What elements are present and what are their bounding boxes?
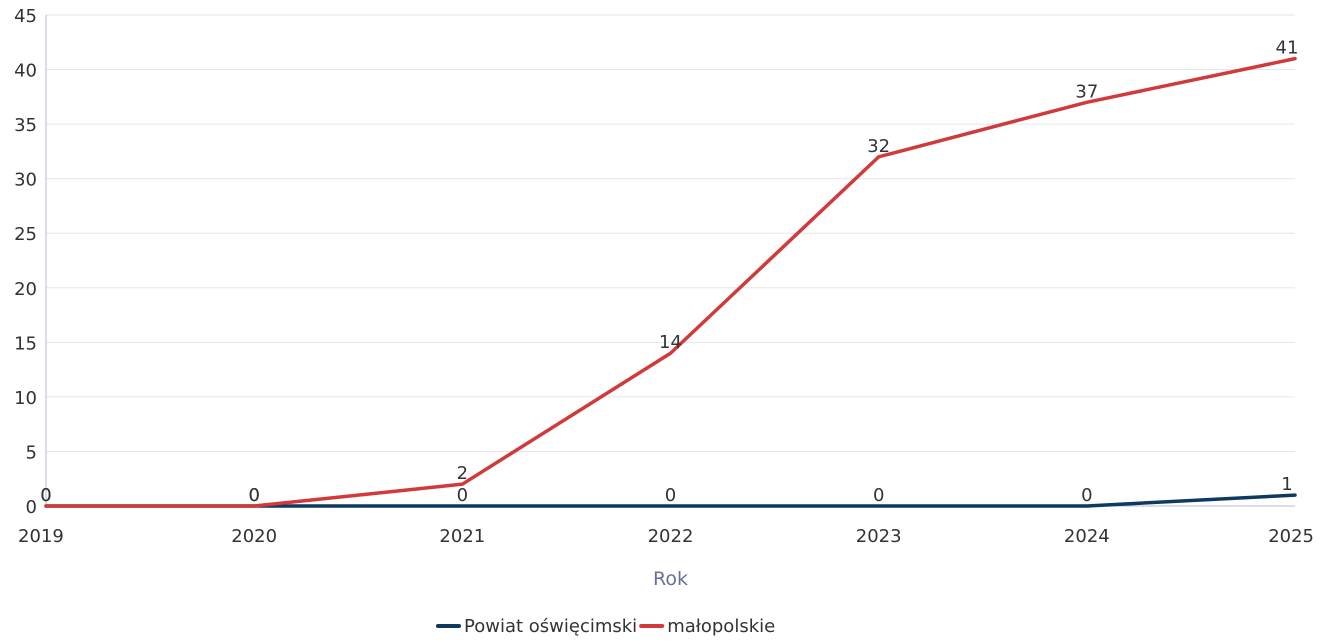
axes: [45, 15, 1295, 507]
data-label-1-2023: 32: [867, 136, 890, 157]
data-label-0-2020: 0: [248, 485, 259, 506]
y-tick-label-5: 5: [26, 442, 37, 463]
data-label-0-2023: 0: [873, 485, 884, 506]
y-tick-label-10: 10: [14, 388, 37, 409]
data-label-1-2019: 0: [40, 485, 51, 506]
legend: Powiat oświęcimski małopolskie: [436, 616, 775, 637]
legend-label-1: małopolskie: [667, 616, 775, 637]
x-tick-label-2019: 2019: [18, 526, 64, 547]
data-label-0-2025: 1: [1281, 474, 1292, 495]
series-line-1: [44, 56, 1297, 508]
y-tick-label-30: 30: [14, 170, 37, 191]
x-tick-label-2022: 2022: [648, 526, 694, 547]
x-tick-label-2025: 2025: [1268, 526, 1314, 547]
x-axis-title: Rok: [653, 568, 688, 590]
y-tick-labels: 0 5 10 15 20 25 30 35 40 45: [14, 6, 37, 518]
x-tick-label-2020: 2020: [231, 526, 277, 547]
data-label-1-2020: 0: [248, 485, 259, 506]
data-label-0-2019: 0: [40, 485, 51, 506]
y-tick-label-25: 25: [14, 224, 37, 245]
y-tick-label-20: 20: [14, 279, 37, 300]
gridlines: [46, 14, 1295, 452]
data-label-0-2021: 0: [457, 485, 468, 506]
y-tick-label-35: 35: [14, 115, 37, 136]
data-label-1-2021: 2: [457, 463, 468, 484]
y-tick-label-0: 0: [26, 497, 37, 518]
x-tick-label-2024: 2024: [1064, 526, 1110, 547]
y-tick-label-40: 40: [14, 61, 37, 82]
data-label-0-2022: 0: [665, 485, 676, 506]
x-tick-labels: 2019 2020 2021 2022 2023 2024 2025: [18, 526, 1314, 547]
series-lines: [44, 56, 1297, 508]
legend-label-0: Powiat oświęcimski: [464, 616, 637, 637]
data-label-1-2024: 37: [1075, 81, 1098, 102]
y-tick-label-15: 15: [14, 333, 37, 354]
data-label-1-2025: 41: [1276, 38, 1299, 59]
x-tick-label-2021: 2021: [439, 526, 485, 547]
y-tick-label-45: 45: [14, 6, 37, 27]
data-label-1-2022: 14: [659, 332, 682, 353]
x-tick-label-2023: 2023: [856, 526, 902, 547]
data-label-0-2024: 0: [1081, 485, 1092, 506]
